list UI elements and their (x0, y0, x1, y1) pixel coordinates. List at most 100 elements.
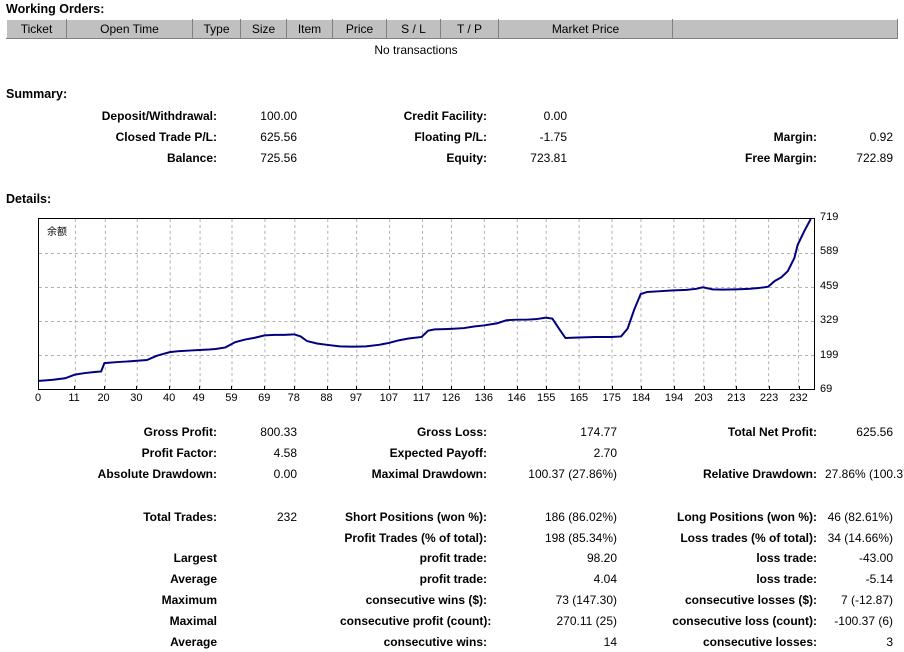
x-axis-tick: 0 (34, 392, 42, 404)
x-axis-tickmark (136, 386, 137, 390)
stat-value: 0.00 (273, 466, 297, 481)
column-header-tp[interactable]: T / P (440, 19, 499, 39)
summary-value: 100.00 (260, 108, 297, 123)
stat-gap (621, 506, 631, 527)
x-axis-tickmark (294, 386, 295, 390)
stat-value: 100.37 (27.86%) (528, 466, 617, 481)
y-axis-tick: 459 (820, 279, 839, 292)
stat-label: consecutive profit (count): (340, 613, 492, 628)
x-axis-tickmark (389, 386, 390, 390)
x-axis-tickmark (356, 386, 357, 390)
summary-label: Equity: (446, 150, 487, 165)
stat-gap (301, 527, 336, 548)
summary-label: Margin: (773, 129, 817, 144)
x-axis-tick: 194 (664, 392, 684, 404)
stat-gap (301, 631, 336, 652)
summary-row: Closed Trade P/L: 625.56 Floating P/L: -… (6, 126, 897, 147)
column-header-open-time[interactable]: Open Time (66, 19, 193, 39)
summary-table: Deposit/Withdrawal: 100.00 Credit Facili… (6, 105, 897, 168)
x-axis-tick: 11 (68, 392, 80, 404)
x-axis-tick: 203 (694, 392, 713, 404)
stat-gap (621, 442, 631, 463)
summary-value: -1.75 (539, 129, 567, 144)
stat-gap (301, 463, 336, 484)
summary-label: Closed Trade P/L: (115, 129, 217, 144)
summary-row: Balance: 725.56 Equity: 723.81 Free Marg… (6, 147, 897, 168)
summary-row: Deposit/Withdrawal: 100.00 Credit Facili… (6, 105, 897, 126)
summary-label: Free Margin: (744, 150, 817, 165)
no-transactions-message: No transactions (374, 43, 458, 57)
stat-label: loss trade: (756, 571, 817, 586)
x-axis-tickmark (104, 386, 105, 390)
stat-value: 4.04 (593, 571, 617, 586)
balance-line (39, 219, 812, 382)
stat-label: profit trade: (419, 550, 487, 565)
stat-value: 46 (82.61%) (827, 509, 893, 524)
x-axis-tickmark (612, 386, 613, 390)
x-axis-tickmark (422, 386, 423, 390)
x-axis-tickmark (641, 386, 642, 390)
stat-value (221, 610, 301, 631)
x-axis-tick: 49 (192, 392, 205, 404)
x-axis-tickmark (517, 386, 518, 390)
details-title: Details: (6, 192, 52, 206)
x-axis-tick: 184 (632, 392, 651, 404)
x-axis-tick: 107 (379, 392, 398, 404)
stat-value: 4.58 (273, 445, 297, 460)
x-axis-tick: 213 (727, 392, 746, 404)
stat-label: Short Positions (won %): (345, 509, 487, 524)
stat-label: Absolute Drawdown: (97, 466, 217, 481)
x-axis-tickmark (451, 386, 452, 390)
stat-gap (621, 463, 631, 484)
stat-value: 98.20 (586, 550, 617, 565)
stats-row: Maximum consecutive wins ($): 73 (147.30… (6, 589, 897, 610)
stat-gap (301, 442, 336, 463)
column-header-price[interactable]: Price (332, 19, 387, 39)
chart-gridlines (39, 219, 814, 389)
performance-stats-table: Gross Profit: 800.33 Gross Loss: 174.77 … (6, 421, 904, 484)
column-header-market-price[interactable]: Market Price (498, 19, 673, 39)
stats-row: Profit Factor: 4.58 Expected Payoff: 2.7… (6, 442, 897, 463)
column-header-size[interactable]: Size (240, 19, 287, 39)
stat-value: 186 (86.02%) (544, 509, 617, 524)
x-axis-tickmark (484, 386, 485, 390)
x-axis-tickmark (38, 386, 39, 390)
x-axis-tick: 232 (789, 392, 808, 404)
stat-value: 800.33 (260, 424, 297, 439)
stat-value (221, 589, 301, 610)
stat-gap (621, 610, 631, 631)
stat-label: Loss trades (% of total): (680, 530, 817, 545)
column-header-sl[interactable]: S / L (386, 19, 441, 39)
chart-x-axis: 0 11 20 30 40 49 59 69 78 88 97 107 117 126 136 146 155 1… (34, 386, 815, 406)
x-axis-tickmark (327, 386, 328, 390)
stat-gap (301, 506, 336, 527)
x-axis-tick: 97 (349, 392, 363, 404)
x-axis-tickmark (674, 386, 675, 390)
stat-gap (301, 568, 336, 589)
stat-value: -100.37 (6) (834, 613, 893, 628)
stat-label: Expected Payoff: (389, 445, 487, 460)
stat-value: 3 (886, 634, 893, 649)
summary-label: Credit Facility: (403, 108, 487, 123)
stat-value (221, 547, 301, 568)
x-axis-tickmark (704, 386, 705, 390)
stat-value: 198 (85.34%) (544, 530, 617, 545)
working-orders-title: Working Orders: (6, 2, 105, 16)
summary-value: 625.56 (260, 129, 297, 144)
stats-row: Profit Trades (% of total): 198 (85.34%)… (6, 527, 897, 548)
column-header-ticket[interactable]: Ticket (6, 19, 67, 39)
column-header-type[interactable]: Type (192, 19, 241, 39)
stat-gap (621, 568, 631, 589)
stats-row: Maximal consecutive profit (count): 270.… (6, 610, 897, 631)
balance-chart: 余额 (38, 218, 815, 390)
stat-label: Maximum (161, 592, 217, 607)
x-axis-tickmark (546, 386, 547, 390)
stat-value: 73 (147.30) (555, 592, 617, 607)
column-header-item[interactable]: Item (286, 19, 333, 39)
x-axis-tick: 20 (97, 392, 110, 404)
stat-value (221, 631, 301, 652)
stats-row: Average consecutive wins: 14 consecutive… (6, 631, 897, 652)
x-axis-tickmark (231, 386, 232, 390)
stat-gap (301, 610, 336, 631)
stat-label (631, 442, 821, 463)
